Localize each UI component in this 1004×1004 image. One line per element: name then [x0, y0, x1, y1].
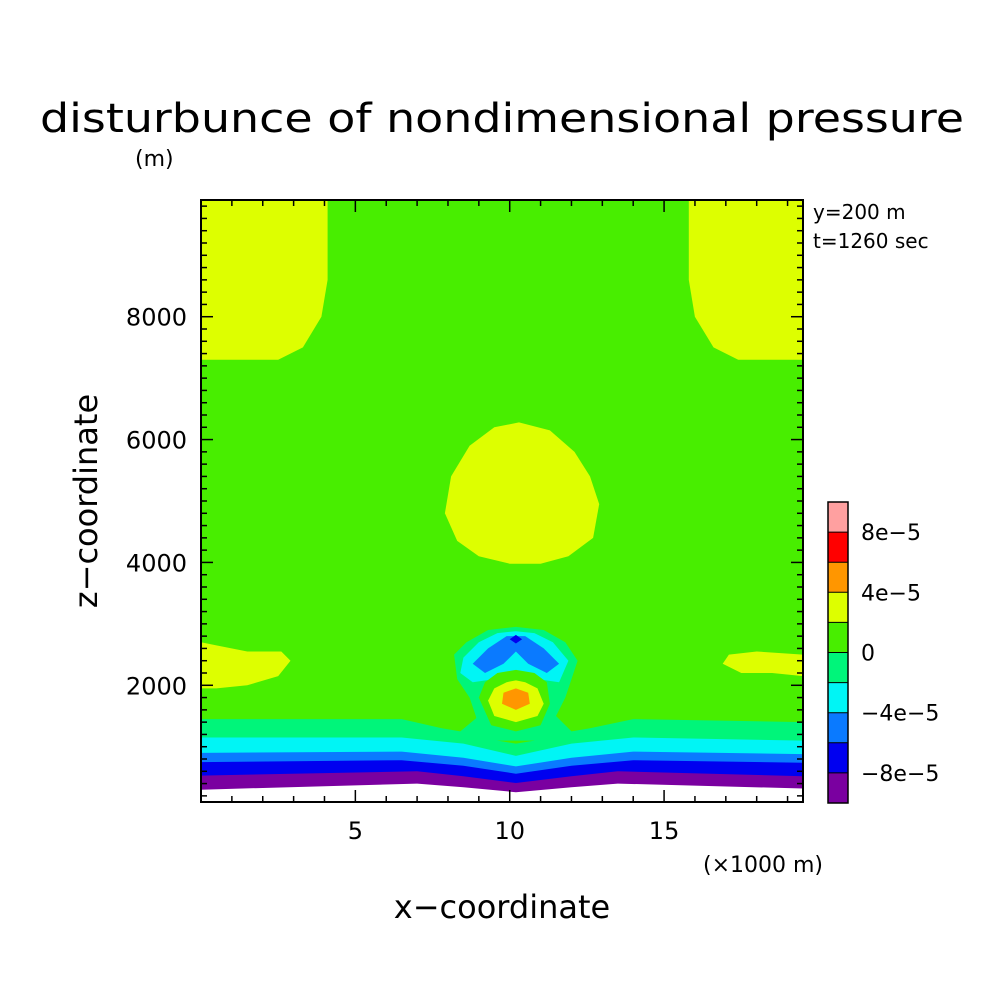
y-axis-label: z−coordinate	[67, 394, 105, 608]
colorbar-swatch	[828, 712, 848, 743]
x-tick-label: 10	[494, 817, 525, 845]
y-tick-label: 2000	[126, 672, 187, 700]
contour-region-blob-dark-blue	[509, 634, 523, 644]
colorbar-tick-label: 4e−5	[861, 581, 921, 606]
contour-region-right-positive-lobe	[722, 651, 803, 677]
colorbar-swatch	[828, 532, 848, 563]
contour-region-bottom-unfilled	[201, 783, 803, 802]
chart-title: disturbunce of nondimensional pressure	[40, 96, 964, 142]
contour-regions	[201, 200, 803, 802]
colorbar-tick-label: −8e−5	[861, 762, 939, 787]
x-tick-label: 5	[348, 817, 363, 845]
plot-frame	[200, 199, 804, 803]
x-tick-labels: 5 10 15	[348, 817, 680, 845]
x-axis-label: x−coordinate	[394, 888, 610, 926]
x-unit-label: (×1000 m)	[703, 853, 823, 878]
contour-region-upper-left-positive	[201, 200, 328, 360]
colorbar-swatch	[828, 592, 848, 623]
colorbar-tick-label: 0	[861, 642, 875, 667]
colorbar-swatch	[828, 742, 848, 773]
colorbar-swatch	[828, 772, 848, 803]
contour-region-blob-core-orange	[502, 688, 530, 710]
plot-area	[200, 199, 804, 803]
annotation-time: t=1260 sec	[813, 229, 929, 253]
annotation-y-position: y=200 m	[813, 200, 906, 224]
y-unit-label: (m)	[135, 147, 174, 172]
y-tick-labels: 2000 4000 6000 8000	[126, 304, 187, 701]
y-tick-label: 8000	[126, 304, 187, 332]
x-tick-label: 15	[649, 817, 680, 845]
colorbar-swatch	[828, 682, 848, 713]
colorbar-tick-label: 8e−5	[861, 521, 921, 546]
contour-region-middle-positive-dome	[444, 422, 600, 564]
y-tick-label: 4000	[126, 549, 187, 577]
colorbar-legend: −8e−5 −4e−5 0 4e−5 8e−5	[827, 501, 939, 804]
contour-region-left-positive-lobe	[201, 642, 291, 689]
colorbar-swatch	[828, 502, 848, 533]
colorbar-swatch	[828, 652, 848, 683]
colorbar-swatch	[828, 562, 848, 593]
contour-region-upper-right-positive	[688, 200, 803, 360]
y-tick-label: 6000	[126, 427, 187, 455]
colorbar-swatch	[828, 622, 848, 653]
colorbar-tick-label: −4e−5	[861, 702, 939, 727]
contour-region-blob-blue	[472, 636, 560, 673]
